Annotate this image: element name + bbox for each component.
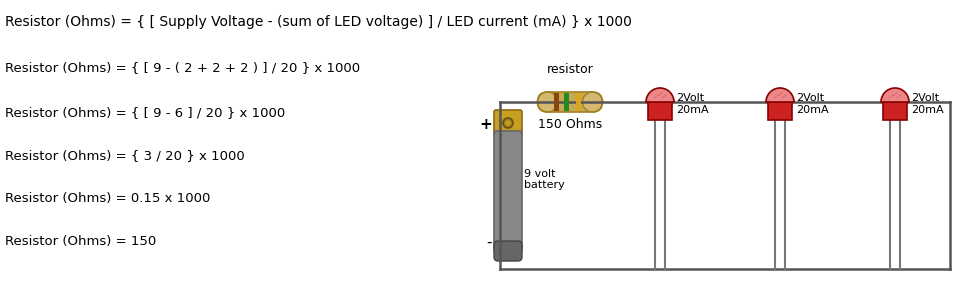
Text: Resistor (Ohms) = { [ 9 - 6 ] / 20 } x 1000: Resistor (Ohms) = { [ 9 - 6 ] / 20 } x 1… (5, 106, 285, 119)
FancyBboxPatch shape (494, 131, 522, 252)
Text: 2Volt
20mA: 2Volt 20mA (911, 93, 944, 115)
Text: 2Volt
20mA: 2Volt 20mA (676, 93, 708, 115)
Bar (883, 102, 907, 120)
FancyBboxPatch shape (494, 110, 522, 136)
Bar (768, 102, 792, 120)
Bar (575, 93, 581, 111)
Text: -: - (487, 234, 492, 249)
Bar (547, 92, 592, 112)
Text: Resistor (Ohms) = { [ 9 - ( 2 + 2 + 2 ) ] / 20 } x 1000: Resistor (Ohms) = { [ 9 - ( 2 + 2 + 2 ) … (5, 61, 360, 74)
Text: resistor: resistor (546, 63, 593, 76)
Bar (554, 93, 559, 111)
Text: 150 Ohms: 150 Ohms (538, 118, 602, 131)
Text: 2Volt
20mA: 2Volt 20mA (796, 93, 828, 115)
Wedge shape (881, 88, 909, 102)
Text: Resistor (Ohms) = 150: Resistor (Ohms) = 150 (5, 235, 156, 248)
Circle shape (506, 121, 511, 125)
Bar (564, 93, 568, 111)
FancyBboxPatch shape (494, 241, 522, 261)
Circle shape (583, 92, 603, 112)
Circle shape (538, 92, 558, 112)
Text: 9 volt
battery: 9 volt battery (524, 169, 564, 190)
Text: Resistor (Ohms) = { 3 / 20 } x 1000: Resistor (Ohms) = { 3 / 20 } x 1000 (5, 149, 245, 162)
Text: +: + (479, 117, 492, 132)
Circle shape (503, 118, 513, 128)
Wedge shape (766, 88, 794, 102)
Bar (648, 102, 672, 120)
Text: Resistor (Ohms) = 0.15 x 1000: Resistor (Ohms) = 0.15 x 1000 (5, 192, 210, 205)
Text: Resistor (Ohms) = { [ Supply Voltage - (sum of LED voltage) ] / LED current (mA): Resistor (Ohms) = { [ Supply Voltage - (… (5, 15, 632, 29)
Wedge shape (646, 88, 674, 102)
